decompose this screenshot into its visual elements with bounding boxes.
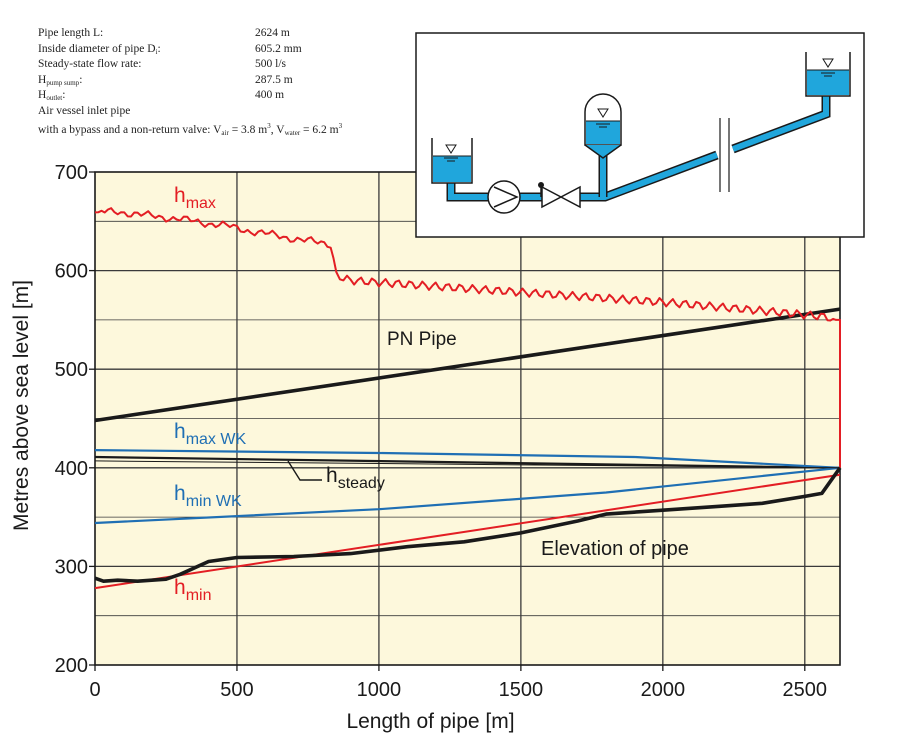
y-tick-label: 300 bbox=[55, 556, 88, 578]
x-tick-label: 1500 bbox=[499, 679, 544, 701]
y-tick-label: 500 bbox=[55, 359, 88, 381]
parameter-value: 287.5 m bbox=[255, 73, 293, 86]
label-h-steady-leader bbox=[287, 460, 322, 481]
schematic-pipe bbox=[446, 96, 831, 202]
label-h-max-wk: hmax WK bbox=[174, 420, 246, 448]
system-schematic bbox=[415, 32, 865, 238]
parameter-value: 500 l/s bbox=[255, 58, 286, 70]
air-vessel bbox=[584, 93, 622, 159]
plot-area: 0 500 1000 1500 2000 2500 200 300 400 500 600 700 Le… bbox=[10, 162, 842, 733]
y-tick-label: 200 bbox=[55, 655, 88, 677]
label-elevation-of-pipe: Elevation of pipe bbox=[541, 538, 689, 560]
parameter-label-sub: outlet bbox=[46, 94, 63, 102]
parameter-label-sub: air bbox=[221, 128, 229, 137]
y-tick-label: 700 bbox=[55, 162, 88, 184]
pipe-break-mark bbox=[719, 118, 730, 192]
y-tick-label: 400 bbox=[55, 458, 88, 480]
series-pn-pipe bbox=[94, 307, 841, 423]
x-tick-label: 2000 bbox=[641, 679, 686, 701]
parameter-value: 605.2 mm bbox=[255, 42, 302, 55]
parameter-label-sub: i bbox=[155, 47, 158, 56]
x-tick-label: 500 bbox=[220, 679, 253, 701]
parameter-unit-sup: 3 bbox=[338, 122, 343, 130]
parameter-label: Houtlet: bbox=[38, 89, 66, 102]
label-h-steady: hsteady bbox=[326, 464, 385, 492]
series-h-steady bbox=[94, 455, 841, 469]
parameter-label: Inside diameter of pipe Di: bbox=[38, 42, 161, 56]
series-elevation-of-pipe bbox=[94, 466, 842, 583]
non-return-valve-icon bbox=[538, 182, 581, 209]
label-pn-pipe: PN Pipe bbox=[387, 329, 457, 350]
x-axis-label: Length of pipe [m] bbox=[346, 710, 514, 733]
parameter-value: 400 m bbox=[255, 89, 285, 101]
x-tick-label: 1000 bbox=[357, 679, 402, 701]
x-tick-label: 2500 bbox=[783, 679, 828, 701]
parameter-label: Steady-state flow rate: bbox=[38, 58, 142, 70]
series-h-min bbox=[94, 473, 841, 590]
series-h-min-wk bbox=[94, 466, 841, 525]
series-h-max-wk bbox=[94, 449, 841, 469]
x-tick-label: 0 bbox=[89, 679, 100, 701]
parameter-value: 2624 m bbox=[255, 27, 290, 39]
parameter-label: Air vessel inlet pipe bbox=[38, 104, 131, 117]
parameter-label: Hpump sump: bbox=[38, 73, 83, 87]
pump-icon bbox=[487, 180, 521, 214]
parameter-label-sub: water bbox=[284, 128, 301, 137]
series-h-steady-lower bbox=[94, 460, 841, 469]
parameter-label: with a bypass and a non-return valve: Va… bbox=[38, 122, 343, 137]
y-tick-label: 600 bbox=[55, 261, 88, 283]
series-h-max bbox=[94, 207, 841, 468]
pump-sump-tank bbox=[431, 138, 473, 184]
outlet-tank bbox=[805, 52, 851, 97]
parameter-label: Pipe length L: bbox=[38, 27, 104, 39]
parameter-unit-sup: 3 bbox=[267, 122, 271, 130]
label-h-min: hmin bbox=[174, 576, 211, 604]
label-h-max: hmax bbox=[174, 184, 216, 212]
schematic-frame bbox=[415, 32, 865, 238]
label-h-min-wk: hmin WK bbox=[174, 482, 242, 510]
y-axis-label: Metres above sea level [m] bbox=[10, 280, 33, 531]
parameter-label-sub: pump sump bbox=[46, 78, 80, 87]
